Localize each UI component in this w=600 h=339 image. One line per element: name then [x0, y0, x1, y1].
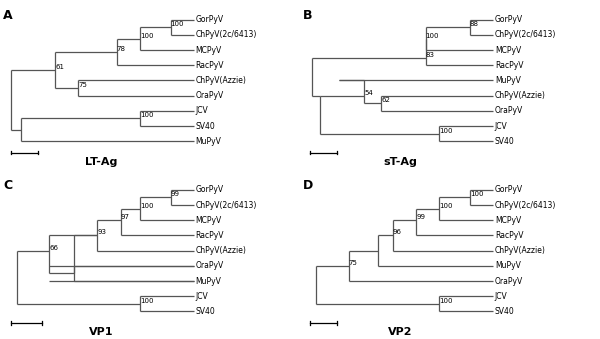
Text: 100: 100: [425, 33, 439, 39]
Text: sT-Ag: sT-Ag: [384, 157, 418, 167]
Text: 97: 97: [121, 214, 130, 220]
Text: A: A: [4, 9, 13, 22]
Text: OraPyV: OraPyV: [495, 277, 523, 285]
Text: 100: 100: [439, 298, 452, 304]
Text: VP1: VP1: [89, 327, 113, 337]
Text: ChPyV(Azzie): ChPyV(Azzie): [495, 91, 545, 100]
Text: 99: 99: [416, 214, 425, 220]
Text: 100: 100: [140, 33, 153, 39]
Text: 100: 100: [439, 203, 452, 209]
Text: JCV: JCV: [196, 292, 208, 301]
Text: 100: 100: [470, 192, 484, 197]
Text: GorPyV: GorPyV: [196, 15, 224, 24]
Text: RacPyV: RacPyV: [196, 61, 224, 70]
Text: GorPyV: GorPyV: [495, 185, 523, 194]
Text: ChPyV(Azzie): ChPyV(Azzie): [196, 76, 247, 85]
Text: 62: 62: [382, 97, 390, 103]
Text: SV40: SV40: [495, 307, 515, 316]
Text: 100: 100: [140, 298, 153, 304]
Text: OraPyV: OraPyV: [196, 91, 224, 100]
Text: ChPyV(2c/6413): ChPyV(2c/6413): [495, 30, 556, 39]
Text: GorPyV: GorPyV: [196, 185, 224, 194]
Text: ChPyV(Azzie): ChPyV(Azzie): [196, 246, 247, 255]
Text: 99: 99: [170, 192, 179, 197]
Text: SV40: SV40: [196, 307, 215, 316]
Text: 100: 100: [140, 113, 153, 118]
Text: MCPyV: MCPyV: [495, 45, 521, 55]
Text: SV40: SV40: [196, 122, 215, 131]
Text: 100: 100: [170, 21, 184, 27]
Text: B: B: [302, 9, 312, 22]
Text: 54: 54: [364, 89, 373, 96]
Text: GorPyV: GorPyV: [495, 15, 523, 24]
Text: MCPyV: MCPyV: [495, 216, 521, 225]
Text: D: D: [302, 179, 313, 192]
Text: OraPyV: OraPyV: [196, 261, 224, 270]
Text: JCV: JCV: [495, 122, 508, 131]
Text: VP2: VP2: [388, 327, 413, 337]
Text: 75: 75: [78, 82, 87, 88]
Text: SV40: SV40: [495, 137, 515, 146]
Text: 100: 100: [439, 128, 452, 134]
Text: JCV: JCV: [196, 106, 208, 115]
Text: MuPyV: MuPyV: [196, 137, 221, 146]
Text: MuPyV: MuPyV: [495, 261, 521, 270]
Text: ChPyV(2c/6413): ChPyV(2c/6413): [495, 201, 556, 210]
Text: RacPyV: RacPyV: [196, 231, 224, 240]
Text: C: C: [4, 179, 13, 192]
Text: ChPyV(2c/6413): ChPyV(2c/6413): [196, 30, 257, 39]
Text: ChPyV(Azzie): ChPyV(Azzie): [495, 246, 545, 255]
Text: 75: 75: [349, 260, 358, 266]
Text: 93: 93: [97, 230, 106, 236]
Text: OraPyV: OraPyV: [495, 106, 523, 115]
Text: MuPyV: MuPyV: [196, 277, 221, 285]
Text: MuPyV: MuPyV: [495, 76, 521, 85]
Text: JCV: JCV: [495, 292, 508, 301]
Text: LT-Ag: LT-Ag: [85, 157, 118, 167]
Text: MCPyV: MCPyV: [196, 216, 222, 225]
Text: 66: 66: [49, 245, 58, 251]
Text: RacPyV: RacPyV: [495, 231, 523, 240]
Text: ChPyV(2c/6413): ChPyV(2c/6413): [196, 201, 257, 210]
Text: RacPyV: RacPyV: [495, 61, 523, 70]
Text: MCPyV: MCPyV: [196, 45, 222, 55]
Text: 61: 61: [55, 64, 64, 70]
Text: 96: 96: [393, 230, 402, 236]
Text: 83: 83: [425, 52, 434, 58]
Text: 78: 78: [117, 46, 126, 52]
Text: 100: 100: [140, 203, 153, 209]
Text: 88: 88: [470, 21, 479, 27]
